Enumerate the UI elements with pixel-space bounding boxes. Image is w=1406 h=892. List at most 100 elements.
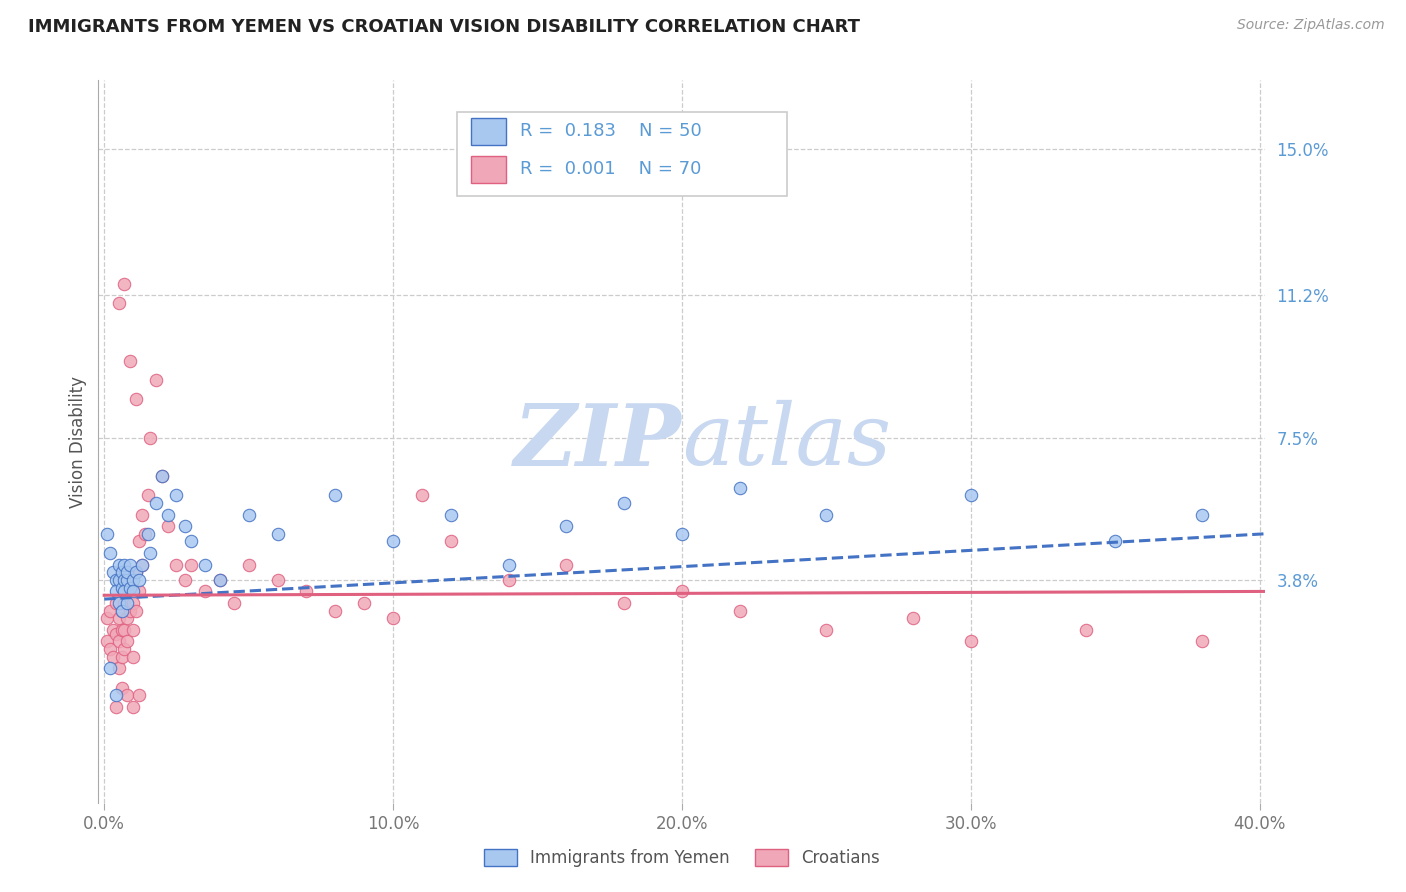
Point [128,688,150,702]
Point [107,296,129,310]
Point [815,508,838,522]
Point [959,488,981,502]
Point [117,584,139,599]
Point [117,688,139,702]
Point [120,581,142,595]
Point [96,611,118,625]
Text: R =  0.183    N = 50: R = 0.183 N = 50 [520,122,702,140]
Point [1104,534,1126,549]
Point [112,584,135,599]
Point [1076,623,1098,637]
Point [613,596,636,610]
Point [382,611,405,625]
Point [104,688,127,702]
Point [110,604,132,618]
Point [128,573,150,587]
Point [671,526,693,541]
Point [107,558,129,572]
Point [815,623,838,637]
Point [104,626,127,640]
Point [122,573,145,587]
Point [122,623,145,637]
Point [117,611,139,625]
Text: ZIP: ZIP [515,400,682,483]
Point [98,642,121,657]
Point [131,558,153,572]
Point [1191,634,1213,648]
Point [440,508,463,522]
Point [165,558,187,572]
Point [117,565,139,579]
Point [671,584,693,599]
Text: IMMIGRANTS FROM YEMEN VS CROATIAN VISION DISABILITY CORRELATION CHART: IMMIGRANTS FROM YEMEN VS CROATIAN VISION… [28,18,860,36]
Point [131,508,153,522]
Point [110,623,132,637]
Point [107,661,129,675]
Point [323,488,346,502]
Point [107,573,129,587]
Point [901,611,924,625]
Point [120,573,142,587]
Point [96,526,118,541]
Point [128,584,150,599]
Point [117,596,139,610]
Point [238,558,260,572]
Point [125,604,148,618]
Point [194,558,217,572]
Point [122,699,145,714]
Point [110,581,132,595]
Point [156,519,179,533]
Point [266,526,288,541]
Point [295,584,318,599]
Point [136,488,159,502]
Point [101,565,124,579]
Point [555,558,578,572]
Point [498,573,520,587]
Point [112,558,135,572]
Point [555,519,578,533]
Point [122,584,145,599]
Point [145,496,167,510]
Point [728,604,751,618]
Point [266,573,288,587]
Point [411,488,433,502]
Point [180,534,202,549]
Point [150,469,173,483]
Point [110,649,132,664]
Point [112,596,135,610]
Point [728,481,751,495]
Point [110,565,132,579]
Point [613,496,636,510]
Point [104,584,127,599]
Point [174,573,197,587]
Y-axis label: Vision Disability: Vision Disability [69,376,87,508]
Point [112,277,135,291]
Point [139,546,162,560]
Point [112,642,135,657]
Point [98,604,121,618]
Point [110,604,132,618]
Point [117,573,139,587]
Point [112,623,135,637]
Text: Source: ZipAtlas.com: Source: ZipAtlas.com [1237,18,1385,32]
Point [1191,508,1213,522]
Point [112,573,135,587]
Point [96,634,118,648]
Point [440,534,463,549]
Point [136,526,159,541]
Point [120,354,142,368]
Point [125,565,148,579]
Point [131,558,153,572]
Point [959,634,981,648]
Point [98,661,121,675]
Point [150,469,173,483]
Point [156,508,179,522]
Text: R =  0.001    N = 70: R = 0.001 N = 70 [520,161,702,178]
Point [101,623,124,637]
Point [122,649,145,664]
Point [498,558,520,572]
Point [101,649,124,664]
Point [125,565,148,579]
Point [208,573,231,587]
Point [110,681,132,695]
